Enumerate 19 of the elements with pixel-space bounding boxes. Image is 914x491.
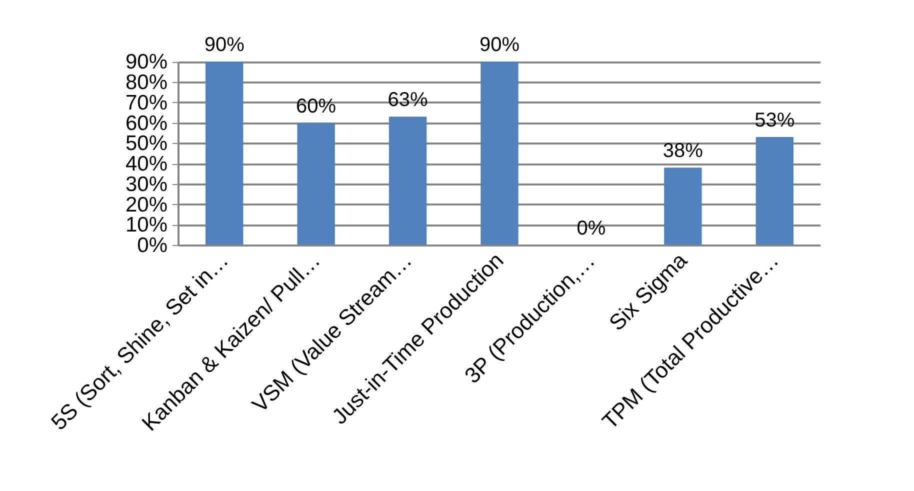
bar	[206, 62, 244, 246]
y-tick-label: 20%	[125, 193, 168, 216]
data-label: 0%	[576, 218, 606, 240]
data-label: 60%	[296, 95, 336, 118]
bar	[664, 168, 702, 246]
y-tick-label: 50%	[125, 132, 168, 156]
bar	[480, 62, 518, 246]
y-tick-label: 0%	[137, 234, 168, 257]
data-label: 90%	[479, 34, 520, 56]
y-tick-label: 10%	[125, 214, 168, 237]
data-label: 38%	[662, 140, 704, 162]
data-label: 90%	[204, 34, 245, 56]
y-tick-label: 60%	[125, 112, 168, 135]
bar	[388, 116, 427, 246]
data-label: 53%	[754, 110, 795, 132]
bar	[756, 137, 794, 246]
y-tick-label: 90%	[125, 50, 168, 74]
data-label: 63%	[388, 89, 428, 112]
bar	[297, 122, 335, 246]
